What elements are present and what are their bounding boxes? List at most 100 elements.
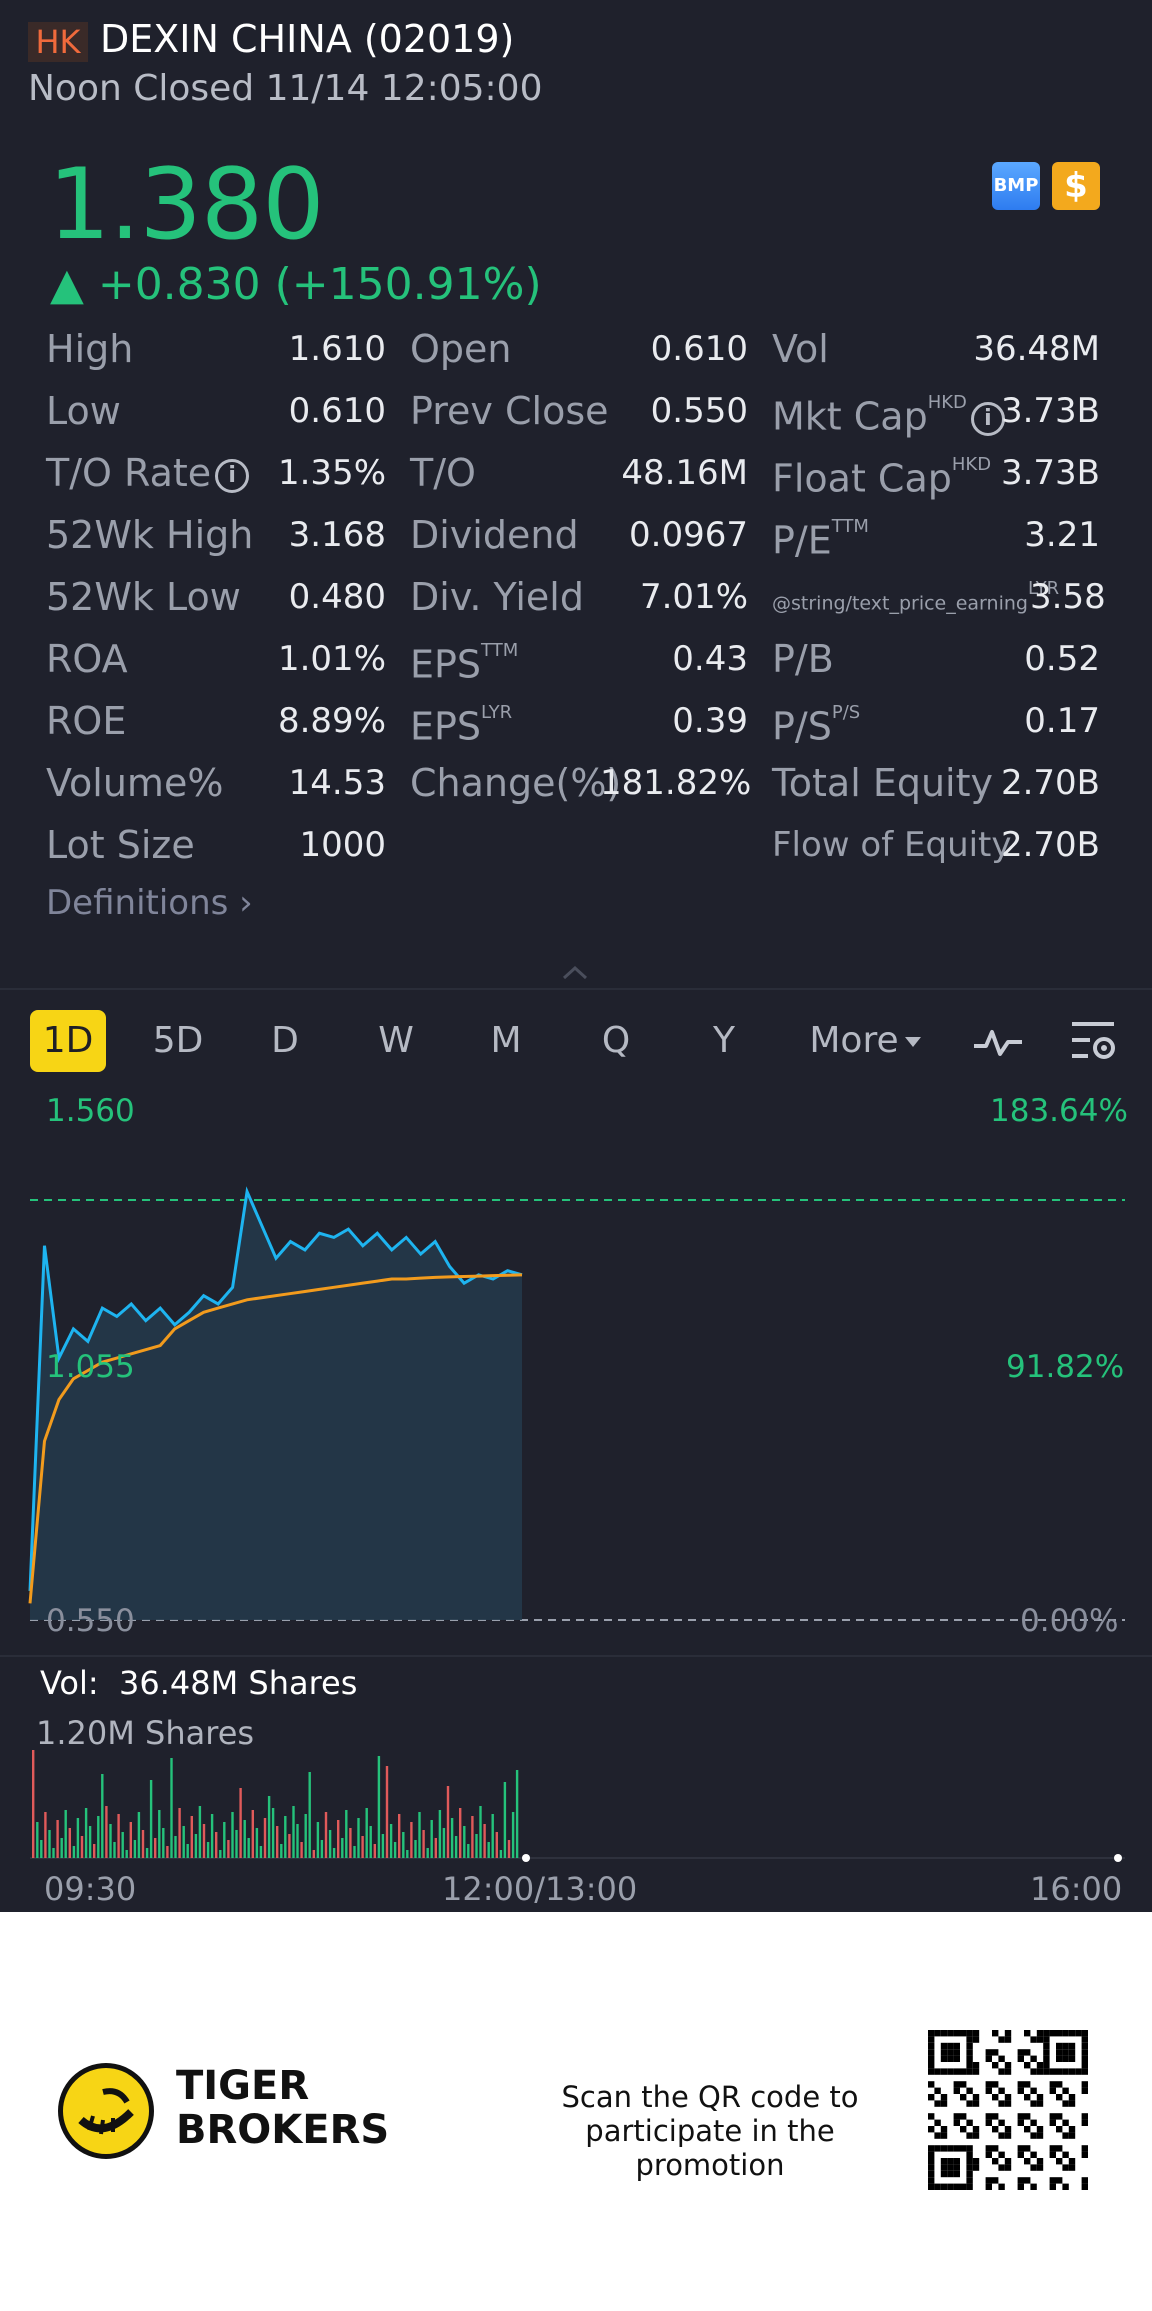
volume-bar: [255, 1828, 259, 1858]
stat-value: 0.480: [288, 577, 386, 617]
volume-bar: [149, 1780, 153, 1858]
stat-value: 0.610: [650, 329, 748, 369]
qr-module: [1068, 2042, 1076, 2050]
volume-bars[interactable]: [0, 1712, 1152, 1862]
qr-module: [1004, 2164, 1012, 2171]
stat-label-text: T/O Rate: [46, 451, 212, 495]
volume-bar: [471, 1816, 474, 1858]
volume-bar: [48, 1830, 51, 1858]
qr-module: [1024, 2081, 1031, 2088]
stat-label-text: EPS: [410, 642, 482, 687]
qr-module: [1081, 2183, 1088, 2190]
qr-module: [1056, 2113, 1063, 2120]
qr-module: [985, 2151, 992, 2158]
stat-label-text: @string/text_price_earning: [772, 592, 1028, 615]
tab-month[interactable]: M: [490, 1020, 522, 1061]
session-end-dot: [522, 1854, 530, 1862]
qr-module: [940, 2068, 948, 2075]
bmp-badge-icon[interactable]: BMP: [992, 162, 1040, 210]
volume-bar: [145, 1848, 149, 1858]
volume-bar: [515, 1770, 519, 1858]
tab-5d[interactable]: 5D: [152, 1020, 204, 1061]
volume-bar: [121, 1832, 124, 1858]
qr-module: [1017, 2183, 1024, 2190]
qr-code-icon[interactable]: [928, 2030, 1088, 2190]
qr-module: [1036, 2132, 1044, 2139]
qr-module: [966, 2068, 973, 2075]
chart-settings-icon[interactable]: [1068, 1016, 1120, 1066]
tab-day[interactable]: D: [271, 1020, 299, 1061]
tab-quarter[interactable]: Q: [601, 1020, 631, 1061]
volume-bar: [40, 1840, 43, 1858]
qr-module: [1062, 2087, 1069, 2094]
volume-bar: [113, 1842, 116, 1858]
stat-label-sup: LYR: [1027, 578, 1060, 599]
stat-label: High: [46, 327, 134, 371]
volume-bar: [219, 1850, 222, 1858]
volume-bar: [410, 1822, 413, 1858]
tab-more[interactable]: More: [800, 1010, 930, 1072]
chevron-up-icon[interactable]: [560, 958, 590, 988]
volume-bar: [101, 1774, 104, 1858]
currency-badge-icon[interactable]: $: [1052, 162, 1100, 210]
volume-bar: [373, 1844, 376, 1858]
qr-module: [985, 2087, 992, 2094]
tab-week[interactable]: W: [378, 1020, 414, 1061]
stat-label: @string/text_price_earningLYR: [772, 574, 1059, 626]
average-price-line: [28, 1273, 523, 1604]
qr-module: [1056, 2030, 1063, 2037]
volume-bar: [381, 1834, 385, 1858]
qr-module: [1062, 2183, 1069, 2190]
volume-bar: [479, 1806, 482, 1858]
qr-module: [992, 2177, 999, 2184]
tab-year[interactable]: Y: [713, 1020, 735, 1061]
qr-module: [972, 2094, 980, 2101]
volume-label: Vol:: [40, 1664, 99, 1702]
volume-value: 36.48M Shares: [119, 1664, 358, 1702]
stock-name[interactable]: DEXIN CHINA (02019): [100, 17, 515, 61]
qr-module: [1062, 2030, 1069, 2037]
qr-module: [953, 2158, 960, 2165]
qr-module: [928, 2055, 935, 2062]
volume-bar: [503, 1782, 507, 1858]
definitions-link[interactable]: Definitions ›: [46, 880, 253, 926]
qr-module: [966, 2042, 973, 2050]
info-icon[interactable]: i: [215, 458, 250, 493]
volume-bar: [491, 1814, 494, 1858]
session-close-dot: [1114, 1854, 1122, 1862]
volume-bar: [361, 1836, 364, 1858]
qr-module: [934, 2087, 941, 2094]
qr-module: [1024, 2062, 1031, 2069]
qr-module: [1049, 2177, 1056, 2184]
qr-module: [1062, 2049, 1069, 2056]
volume-bar: [446, 1786, 450, 1858]
stat-label: T/O: [410, 451, 476, 495]
qr-module: [940, 2183, 948, 2190]
qr-module: [966, 2062, 973, 2069]
qr-module: [947, 2170, 954, 2178]
indicator-icon[interactable]: [970, 1020, 1026, 1064]
qr-module: [1049, 2113, 1056, 2120]
volume-bar: [304, 1814, 307, 1858]
qr-module: [953, 2119, 960, 2126]
qr-module: [928, 2036, 935, 2043]
qr-module: [1081, 2081, 1088, 2088]
intraday-price-chart[interactable]: [0, 1090, 1152, 1650]
y-axis-pct-mid: 91.82%: [1006, 1349, 1125, 1385]
qr-module: [1043, 2049, 1050, 2056]
qr-module: [966, 2049, 973, 2056]
volume-bar: [174, 1836, 177, 1858]
qr-module: [934, 2183, 941, 2190]
tab-1d[interactable]: 1D: [30, 1010, 106, 1072]
info-icon[interactable]: i: [970, 402, 1005, 437]
stat-label-text: EPS: [410, 704, 482, 749]
qr-module: [1081, 2068, 1088, 2075]
volume-bar: [247, 1838, 250, 1858]
qr-module: [947, 2049, 954, 2056]
stat-label-sup: TTM: [481, 640, 519, 661]
stat-label: 52Wk Low: [46, 575, 241, 619]
qr-module: [1024, 2158, 1031, 2165]
qr-module: [928, 2126, 935, 2133]
tab-more-label: More: [809, 1020, 899, 1061]
volume-bar: [308, 1772, 311, 1858]
